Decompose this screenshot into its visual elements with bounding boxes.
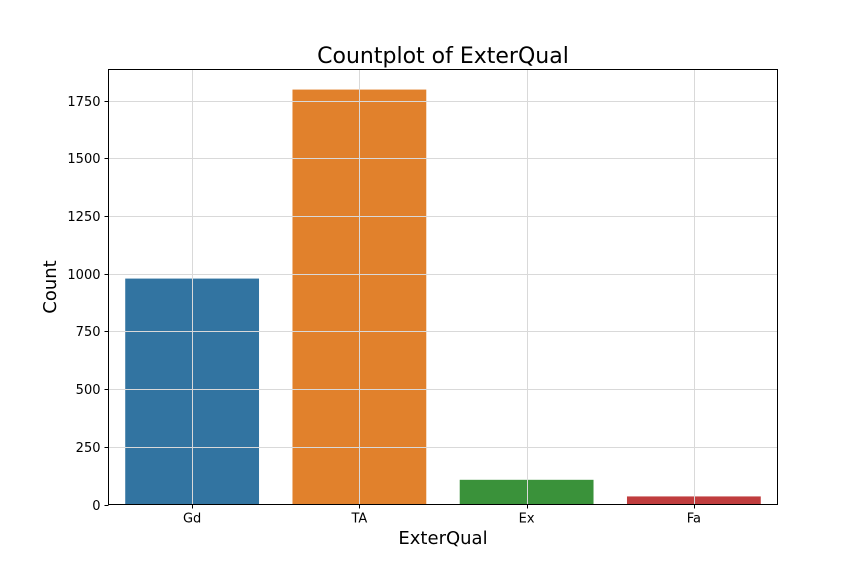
y-tick-label: 1500 [67,152,100,167]
y-tick-label: 1250 [67,210,100,225]
y-tick-label: 500 [76,383,101,398]
overlay-grid-layer [108,69,778,505]
x-tick-label: Fa [687,512,701,527]
bar-fa [626,496,761,505]
bar-ex [459,479,594,505]
x-axis-label: ExterQual [398,528,487,549]
x-tick-label: Ex [519,512,535,527]
plot-frame [108,69,778,505]
x-tick-label: Gd [183,512,201,527]
tick-layer: 0 250 500 750 1000 1250 1500 1750 Gd TA Ex Fa [67,95,701,527]
chart-title: Countplot of ExterQual [317,44,569,69]
y-tick-label: 1750 [67,95,100,110]
y-tick-label: 250 [76,441,101,456]
bar-layer [125,89,761,505]
x-tick-label: TA [350,512,367,527]
y-tick-label: 0 [92,499,100,514]
y-tick-label: 1000 [67,268,100,283]
y-tick-label: 750 [76,325,101,340]
y-axis-label: Count [40,260,61,313]
